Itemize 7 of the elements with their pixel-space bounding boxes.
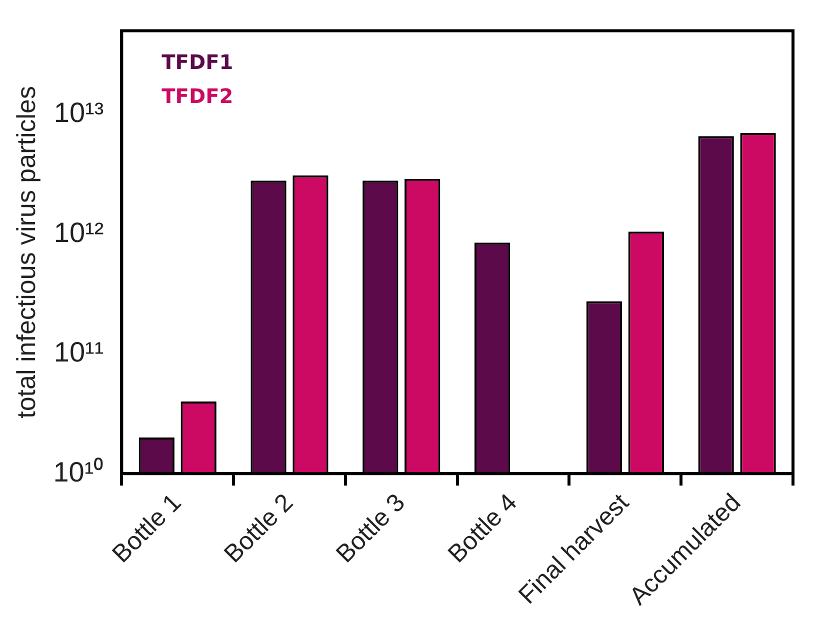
- text: TFDF2: [162, 82, 234, 110]
- y-tick-label: 10¹¹: [54, 336, 104, 368]
- y-axis-title: total infectious virus particles: [10, 86, 41, 418]
- y-tick-label: 10¹²: [54, 216, 104, 248]
- y-tick-label: 10¹⁰: [53, 456, 104, 488]
- text: TFDF1: [162, 48, 234, 76]
- y-tick-label: 10¹³: [54, 97, 104, 128]
